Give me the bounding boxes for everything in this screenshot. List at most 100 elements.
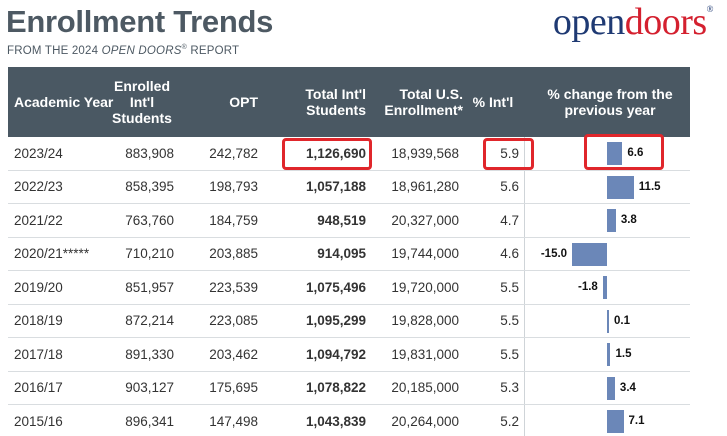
cell-total: 1,078,822 [305, 380, 366, 396]
cell-pct-intl: 5.3 [500, 380, 519, 396]
header-enrolled-students: Enrolled Int'l Students [112, 78, 172, 126]
cell-opt: 198,793 [209, 179, 258, 195]
change-bar [572, 242, 607, 266]
cell-year: 2017/18 [14, 346, 63, 362]
cell-enrolled: 903,127 [125, 380, 174, 396]
change-bar [607, 209, 616, 232]
cell-us-enrollment: 20,185,000 [391, 380, 459, 396]
cell-opt: 203,462 [209, 346, 258, 362]
cell-total: 1,043,839 [305, 413, 366, 429]
change-label: 7.1 [628, 415, 645, 428]
change-bar [607, 343, 611, 366]
cell-total: 1,126,690 [305, 145, 366, 161]
cell-pct-change: -15.0 [524, 237, 690, 270]
subtitle-prefix: FROM THE 2024 [7, 44, 102, 57]
change-bar [607, 142, 623, 165]
cell-opt: 203,885 [209, 246, 258, 262]
table-row: 2022/23 858,395 198,793 1,057,188 18,961,280… [8, 170, 690, 204]
cell-pct-change: 11.5 [524, 170, 690, 203]
cell-year: 2018/19 [14, 313, 63, 329]
cell-year: 2022/23 [14, 179, 63, 195]
cell-us-enrollment: 19,744,000 [391, 246, 459, 262]
cell-enrolled: 851,957 [125, 279, 174, 295]
cell-pct-intl: 5.2 [500, 413, 519, 429]
header-pct-change: % change from the previous year [547, 86, 673, 118]
cell-opt: 242,782 [209, 145, 258, 161]
table-row: 2023/24 883,908 242,782 1,126,690 18,939,568… [8, 137, 690, 171]
change-label: 0.1 [614, 314, 630, 327]
change-label: 3.8 [620, 214, 637, 227]
cell-opt: 223,539 [209, 279, 258, 295]
cell-pct-intl: 5.9 [500, 145, 519, 161]
cell-opt: 223,085 [209, 313, 258, 329]
page-subtitle: FROM THE 2024 OPEN DOORS® REPORT [7, 44, 239, 57]
subtitle-report-name: OPEN DOORS [101, 44, 182, 57]
cell-total: 1,095,299 [305, 313, 366, 329]
header-opt: OPT [229, 94, 258, 110]
cell-pct-intl: 4.7 [500, 212, 519, 228]
cell-year: 2021/22 [14, 212, 63, 228]
header-academic-year: Academic Year [14, 94, 114, 110]
change-bar [607, 309, 609, 333]
cell-us-enrollment: 20,264,000 [391, 413, 459, 429]
cell-pct-change: 6.6 [524, 137, 690, 170]
change-bar [607, 376, 615, 400]
table-row: 2020/21***** 710,210 203,885 914,095 19,744,… [8, 237, 690, 271]
cell-us-enrollment: 18,939,568 [391, 145, 459, 161]
enrollment-table: Academic Year Enrolled Int'l Students OP… [8, 67, 690, 436]
logo-registered-mark: ® [706, 4, 714, 14]
change-label: -1.8 [577, 281, 598, 294]
cell-year: 2015/16 [14, 413, 63, 429]
change-label: 1.5 [615, 348, 632, 361]
cell-total: 1,094,792 [305, 346, 366, 362]
table-row: 2017/18 891,330 203,462 1,094,792 19,831,000… [8, 338, 690, 372]
cell-year: 2023/24 [14, 145, 63, 161]
header-pct-intl: % Int'l [472, 94, 514, 110]
opendoors-logo: opendoors® [553, 1, 714, 43]
page-title: Enrollment Trends [6, 4, 274, 39]
cell-pct-change: 1.5 [524, 338, 690, 371]
cell-enrolled: 883,908 [125, 145, 174, 161]
cell-total: 1,057,188 [305, 179, 366, 195]
cell-us-enrollment: 19,720,000 [391, 279, 459, 295]
change-bar [602, 276, 607, 299]
cell-total: 1,075,496 [305, 279, 366, 295]
cell-pct-intl: 5.5 [500, 279, 519, 295]
cell-enrolled: 896,341 [125, 413, 174, 429]
cell-enrolled: 858,395 [125, 179, 174, 195]
cell-pct-intl: 4.6 [500, 246, 519, 262]
cell-opt: 184,759 [209, 212, 258, 228]
change-label: 3.4 [619, 381, 636, 394]
cell-us-enrollment: 20,327,000 [391, 212, 459, 228]
table-row: 2015/16 896,341 147,498 1,043,839 20,264,000… [8, 405, 690, 436]
cell-pct-change: 7.1 [524, 405, 690, 436]
subtitle-registered-mark: ® [181, 44, 187, 51]
cell-year: 2019/20 [14, 279, 63, 295]
table-row: 2019/20 851,957 223,539 1,075,496 19,720,000… [8, 271, 690, 305]
subtitle-suffix: REPORT [186, 44, 240, 57]
table-row: 2021/22 763,760 184,759 948,519 20,327,000 4.… [8, 204, 690, 238]
cell-total: 914,095 [317, 246, 366, 262]
change-label: 6.6 [627, 147, 644, 160]
cell-opt: 175,695 [209, 380, 258, 396]
change-label: 11.5 [638, 180, 661, 193]
cell-year: 2016/17 [14, 380, 63, 396]
cell-year: 2020/21***** [14, 246, 90, 262]
cell-us-enrollment: 19,828,000 [391, 313, 459, 329]
cell-pct-intl: 5.5 [500, 346, 519, 362]
cell-pct-intl: 5.5 [500, 313, 519, 329]
cell-opt: 147,498 [209, 413, 258, 429]
cell-pct-change: 3.4 [524, 371, 690, 404]
table-row: 2018/19 872,214 223,085 1,095,299 19,828,000… [8, 304, 690, 338]
cell-pct-change: 3.8 [524, 204, 690, 237]
logo-part-doors: doors [624, 1, 707, 43]
cell-enrolled: 763,760 [125, 212, 174, 228]
cell-enrolled: 710,210 [125, 246, 174, 262]
cell-pct-change: 0.1 [524, 304, 690, 337]
change-bar [607, 175, 634, 199]
change-label: -15.0 [540, 247, 568, 260]
change-bar [607, 410, 624, 433]
table-body: 2023/24 883,908 242,782 1,126,690 18,939,568… [8, 137, 690, 436]
header-total-intl: Total Int'l Students [305, 86, 366, 118]
table-header: Academic Year Enrolled Int'l Students OP… [8, 67, 690, 137]
